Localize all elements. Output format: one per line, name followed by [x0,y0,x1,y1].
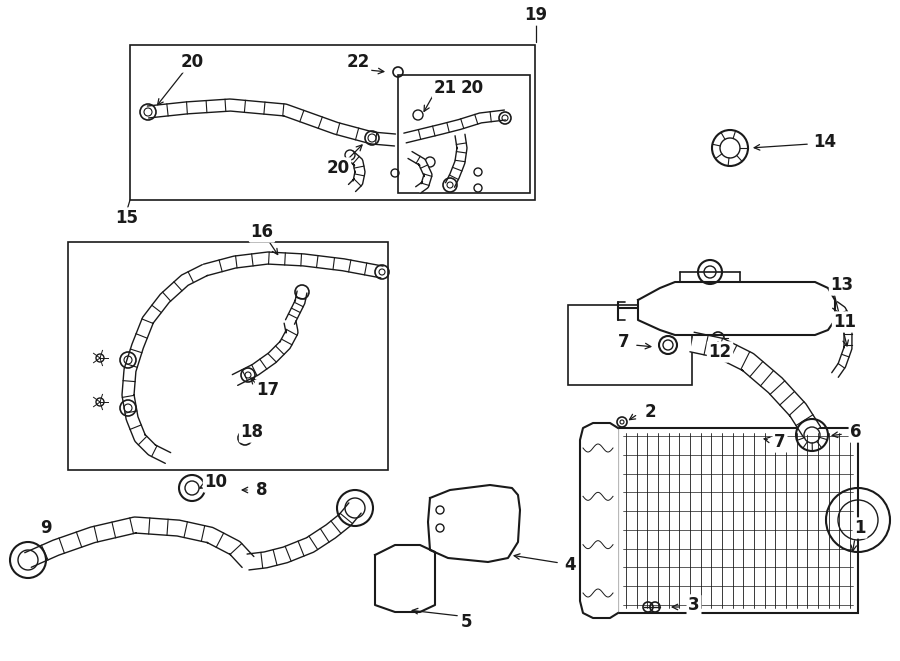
Text: 8: 8 [256,481,268,499]
Polygon shape [148,99,395,146]
Bar [130,45,535,200]
Text: 7: 7 [774,433,786,451]
Text: 18: 18 [240,423,264,441]
Text: 20: 20 [180,53,203,71]
Text: 14: 14 [814,133,837,151]
Bar [398,75,530,193]
Text: 17: 17 [256,381,280,399]
Text: 16: 16 [250,223,274,241]
Text: 2: 2 [644,403,656,421]
Polygon shape [203,252,383,278]
Polygon shape [346,151,365,192]
Polygon shape [122,264,208,463]
Polygon shape [25,517,254,567]
Text: 22: 22 [346,53,370,71]
Bar [568,305,692,385]
Polygon shape [446,134,467,187]
Bar [68,242,388,470]
Text: 1: 1 [854,519,866,537]
Polygon shape [375,545,435,612]
Text: 10: 10 [204,473,228,491]
Polygon shape [408,151,432,193]
Text: 5: 5 [460,613,472,631]
Text: 11: 11 [833,313,857,331]
Text: 21: 21 [434,79,456,97]
Text: 15: 15 [115,209,139,227]
Polygon shape [690,332,821,438]
Text: 12: 12 [708,343,732,361]
Polygon shape [638,282,835,335]
Text: 13: 13 [831,276,853,294]
Text: 20: 20 [461,79,483,97]
Text: 7: 7 [618,333,630,351]
Polygon shape [832,301,852,377]
Text: 3: 3 [688,596,700,614]
Text: 4: 4 [564,556,576,574]
Polygon shape [285,291,307,325]
Bar [618,428,858,613]
Text: 6: 6 [850,423,862,441]
Text: 19: 19 [525,6,547,24]
Text: 9: 9 [40,519,52,537]
Polygon shape [232,321,298,385]
Polygon shape [580,423,618,618]
Text: 20: 20 [327,159,349,177]
Polygon shape [404,110,506,143]
Polygon shape [428,485,520,562]
Polygon shape [248,503,361,570]
